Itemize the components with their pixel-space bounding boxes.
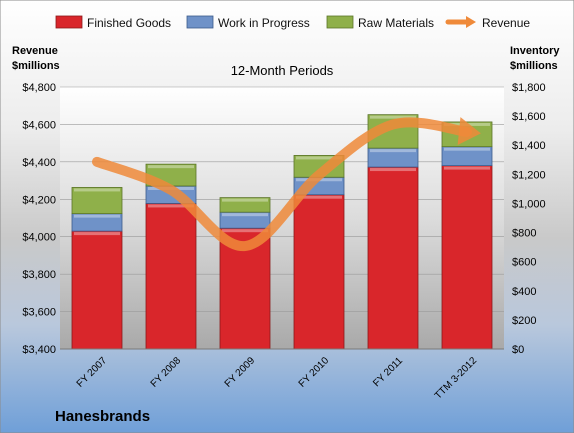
bar-highlight [148, 204, 194, 208]
bar-highlight [74, 214, 120, 218]
revenue-line-group [92, 117, 481, 252]
left-axis-title-line2: $millions [12, 60, 60, 72]
legend-label-work-in-progress: Work in Progress [218, 16, 310, 30]
left-tick-label: $4,200 [22, 194, 56, 206]
bar-highlight [444, 166, 490, 170]
right-tick-label: $1,400 [512, 140, 546, 152]
right-tick-label: $1,600 [512, 111, 546, 123]
legend: Finished Goods Work in Progress Raw Mate… [55, 15, 530, 30]
left-tick-label: $3,800 [22, 269, 56, 281]
bar-raw-materials [219, 197, 271, 213]
right-tick-label: $0 [512, 344, 524, 356]
right-tick-label: $600 [512, 257, 536, 269]
bar-highlight [370, 149, 416, 153]
right-tick-label: $400 [512, 286, 536, 298]
right-axis-title-line2: $millions [510, 60, 558, 72]
legend-label-raw-materials: Raw Materials [358, 16, 434, 30]
bar-finished-goods [367, 166, 419, 350]
bar-highlight [74, 232, 120, 236]
bar-highlight [222, 229, 268, 233]
legend-swatch-raw-materials [326, 15, 354, 29]
left-tick-label: $3,400 [22, 344, 56, 356]
bar-highlight [222, 213, 268, 217]
left-axis-title-line1: Revenue [12, 45, 58, 57]
bar-highlight [296, 156, 342, 160]
bar-highlight [222, 198, 268, 202]
legend-arrow-icon [466, 16, 476, 28]
legend-label-finished-goods: Finished Goods [87, 16, 171, 30]
right-tick-label: $800 [512, 228, 536, 240]
left-tick-label: $4,600 [22, 119, 56, 131]
bar-finished-goods [293, 194, 345, 350]
right-tick-label: $1,800 [512, 82, 546, 94]
bar-highlight [370, 168, 416, 172]
bar-raw-materials [71, 187, 123, 215]
chart-subtitle: 12-Month Periods [231, 63, 334, 78]
right-tick-label: $200 [512, 315, 536, 327]
bar-finished-goods [441, 165, 493, 350]
revenue-arrowhead [457, 117, 481, 146]
left-tick-label: $4,800 [22, 82, 56, 94]
bar-highlight [444, 147, 490, 151]
bar-highlight [148, 165, 194, 169]
right-axis-title-line1: Inventory [510, 45, 560, 57]
company-name: Hanesbrands [55, 408, 150, 425]
legend-swatch-finished-goods [55, 15, 83, 29]
bar-highlight [370, 115, 416, 119]
revenue-line [92, 117, 472, 252]
right-tick-label: $1,000 [512, 198, 546, 210]
right-axis-ticks: $0 $200 $400 $600 $800 $1,000 $1,200 $1,400 $1,6… [512, 82, 546, 356]
bar-finished-goods [145, 203, 197, 350]
bar-highlight [74, 188, 120, 192]
left-axis-ticks: $3,400 $3,600 $3,800 $4,000 $4,200 $4,400 $4,6… [22, 82, 504, 356]
bar-finished-goods [71, 230, 123, 350]
legend-swatch-work-in-progress [186, 15, 214, 29]
bar-highlight [296, 195, 342, 199]
left-tick-label: $4,400 [22, 157, 56, 169]
legend-label-revenue: Revenue [482, 16, 530, 30]
left-tick-label: $4,000 [22, 232, 56, 244]
right-tick-label: $1,200 [512, 169, 546, 181]
left-tick-label: $3,600 [22, 307, 56, 319]
